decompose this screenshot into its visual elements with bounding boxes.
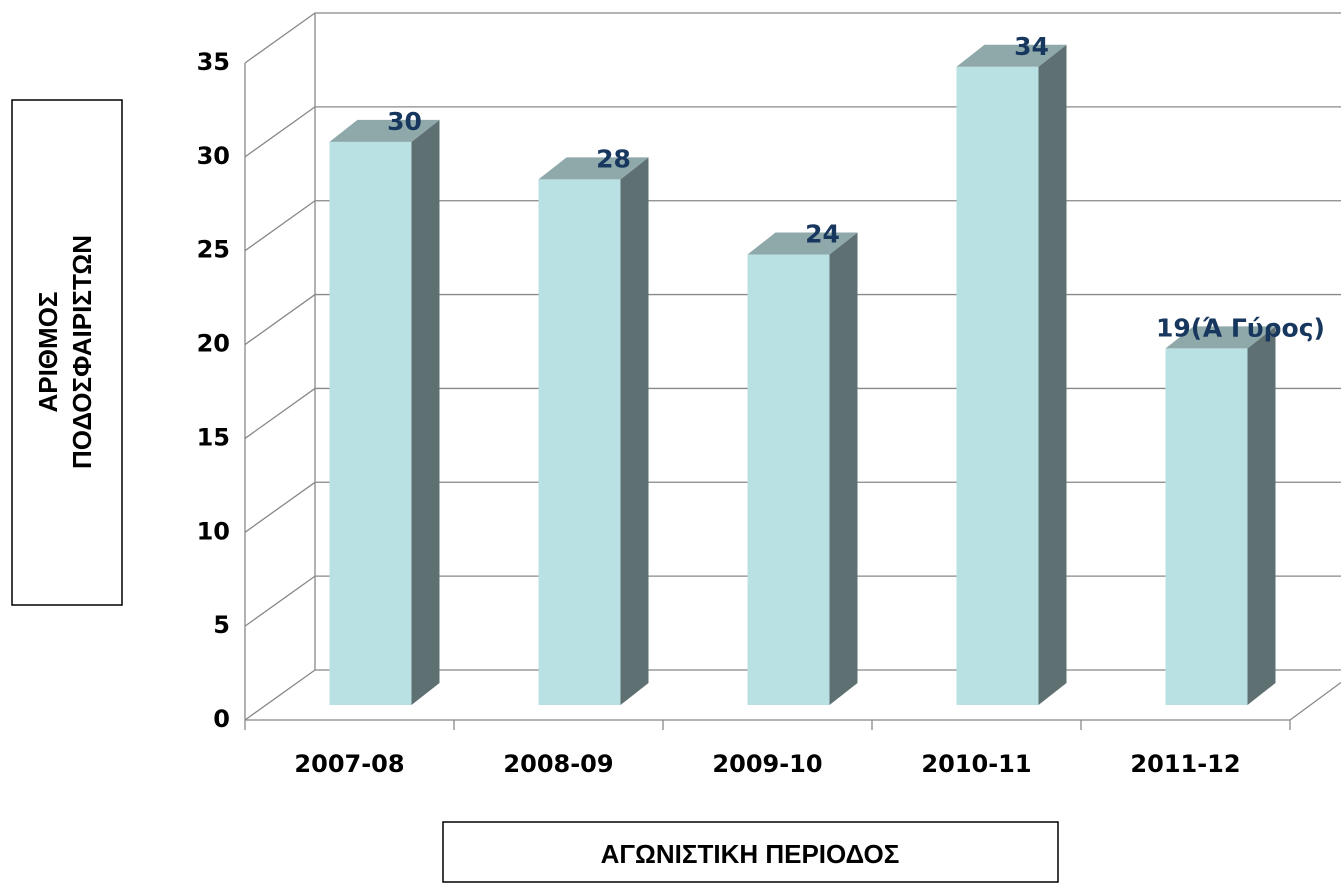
bar-top [747, 232, 858, 255]
y-label-line: ΑΡΙΘΜΟΣ [33, 291, 63, 412]
bar [538, 157, 649, 705]
y-tick-label: 35 [197, 48, 230, 76]
x-label: ΑΓΩΝΙΣΤΙΚΗ ΠΕΡΙΟΔΟΣ [601, 839, 900, 869]
value-label: 24 [805, 219, 840, 248]
y-tick-label: 0 [213, 705, 230, 733]
bar-side [1038, 44, 1067, 706]
bar-top [538, 157, 649, 180]
y-tick-label: 25 [197, 236, 230, 264]
x-tick-label: 2008-09 [503, 750, 613, 778]
bar-top [1165, 326, 1276, 349]
x-tick-label: 2011-12 [1130, 750, 1240, 778]
y-tick-label: 5 [213, 611, 230, 639]
bar-front [956, 66, 1039, 706]
y-label: ΑΡΙΘΜΟΣ ΠΟΔΟΣΦΑΙΡΙΣΤΩΝ [33, 235, 97, 469]
bar-front [1165, 348, 1248, 705]
bar [1165, 326, 1276, 705]
bar [956, 44, 1067, 706]
bar-top [329, 119, 440, 142]
value-label: 28 [596, 144, 631, 173]
bar-front [329, 141, 412, 705]
grid-line [244, 12, 1341, 64]
x-tick-label: 2010-11 [921, 750, 1031, 778]
value-label: 30 [387, 107, 422, 136]
x-tick-label: 2009-10 [712, 750, 822, 778]
bar-front [747, 254, 830, 705]
bar [747, 232, 858, 705]
bar-side [1247, 326, 1276, 705]
bar-top [956, 44, 1067, 67]
value-label: 19(Ά Γύρος) [1156, 313, 1325, 342]
bar-front [538, 179, 621, 705]
value-label: 34 [1014, 32, 1049, 61]
y-tick-label: 20 [197, 330, 230, 358]
y-tick-label: 15 [197, 423, 230, 451]
bar-side [620, 157, 649, 705]
y-tick-label: 30 [197, 142, 230, 170]
y-tick-label: 10 [197, 517, 230, 545]
bar [329, 119, 440, 706]
x-label-box [442, 821, 1059, 883]
bar-side [411, 119, 440, 706]
x-tick-label: 2007-08 [294, 750, 404, 778]
y-label-line: ΠΟΔΟΣΦΑΙΡΙΣΤΩΝ [67, 235, 97, 469]
bar-side [829, 232, 858, 705]
y-label-box [11, 99, 123, 606]
